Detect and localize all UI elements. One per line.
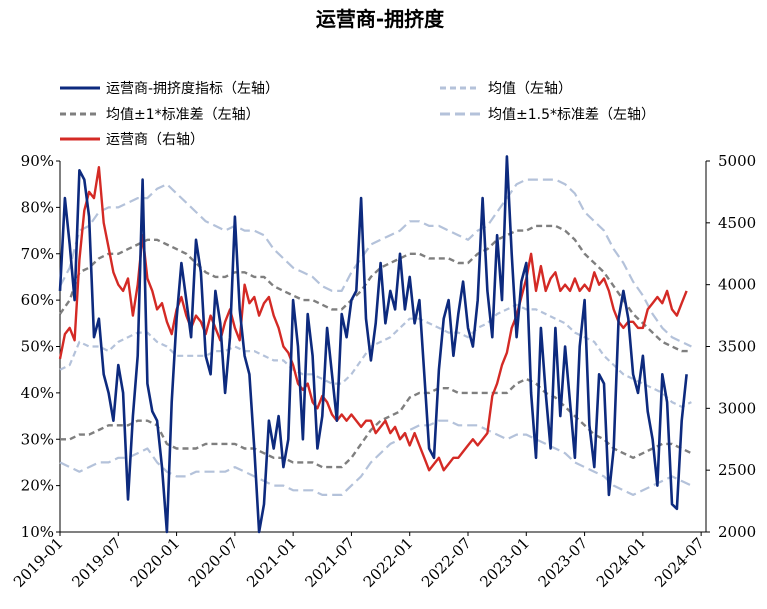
- left-tick-label: 80%: [21, 198, 54, 216]
- right-tick-label: 2000: [718, 523, 756, 541]
- x-tick-label: 2020-01: [127, 534, 184, 591]
- legend-label-sd1: 均值±1*标准差（左轴）: [106, 107, 260, 123]
- left-tick-label: 30%: [21, 430, 54, 448]
- right-tick-label: 3500: [718, 338, 756, 356]
- legend-label-crowd: 运营商-拥挤度指标（左轴）: [106, 81, 279, 97]
- legend-label-sd15: 均值±1.5*标准差（左轴）: [488, 107, 655, 123]
- series-line-crowd: [58, 155, 688, 534]
- x-tick-label: 2024-01: [593, 534, 650, 591]
- legend-label-mean: 均值（左轴）: [488, 81, 572, 97]
- series-group: [58, 155, 692, 534]
- series-line-sd1-upper: [59, 224, 692, 353]
- right-tick-label: 2500: [718, 461, 756, 479]
- legend: 运营商-拥挤度指标（左轴） 均值（左轴） 均值±1*标准差（左轴） 均值±1.5…: [60, 81, 655, 148]
- x-tick-label: 2021-07: [301, 534, 358, 591]
- series-line-sd15-upper: [59, 178, 692, 348]
- left-tick-label: 50%: [21, 338, 54, 356]
- right-tick-label: 4000: [718, 276, 756, 294]
- x-tick-label: 2022-07: [418, 534, 475, 591]
- legend-label-price: 运营商（右轴）: [106, 132, 204, 148]
- right-tick-label: 4500: [718, 214, 756, 232]
- series-line-sd15-lower: [59, 419, 692, 496]
- right-tick-label: 5000: [718, 152, 756, 170]
- x-tick-label: 2020-07: [185, 534, 242, 591]
- series-line-price: [58, 166, 688, 472]
- left-tick-label: 40%: [21, 384, 54, 402]
- left-tick-label: 90%: [21, 152, 54, 170]
- left-tick-label: 10%: [21, 523, 54, 541]
- x-tick-label: 2023-01: [476, 534, 533, 591]
- x-tick-label: 2019-01: [10, 534, 67, 591]
- x-tick-label: 2021-01: [243, 534, 300, 591]
- left-tick-label: 60%: [21, 291, 54, 309]
- chart-title: 运营商-拥挤度: [316, 7, 445, 31]
- x-tick-label: 2019-07: [68, 534, 125, 591]
- x-tick-label: 2024-07: [651, 534, 708, 591]
- left-tick-label: 70%: [21, 245, 54, 263]
- x-tick-label: 2023-07: [535, 534, 592, 591]
- right-tick-label: 3000: [718, 399, 756, 417]
- x-tick-label: 2022-01: [360, 534, 417, 591]
- left-tick-label: 20%: [21, 477, 54, 495]
